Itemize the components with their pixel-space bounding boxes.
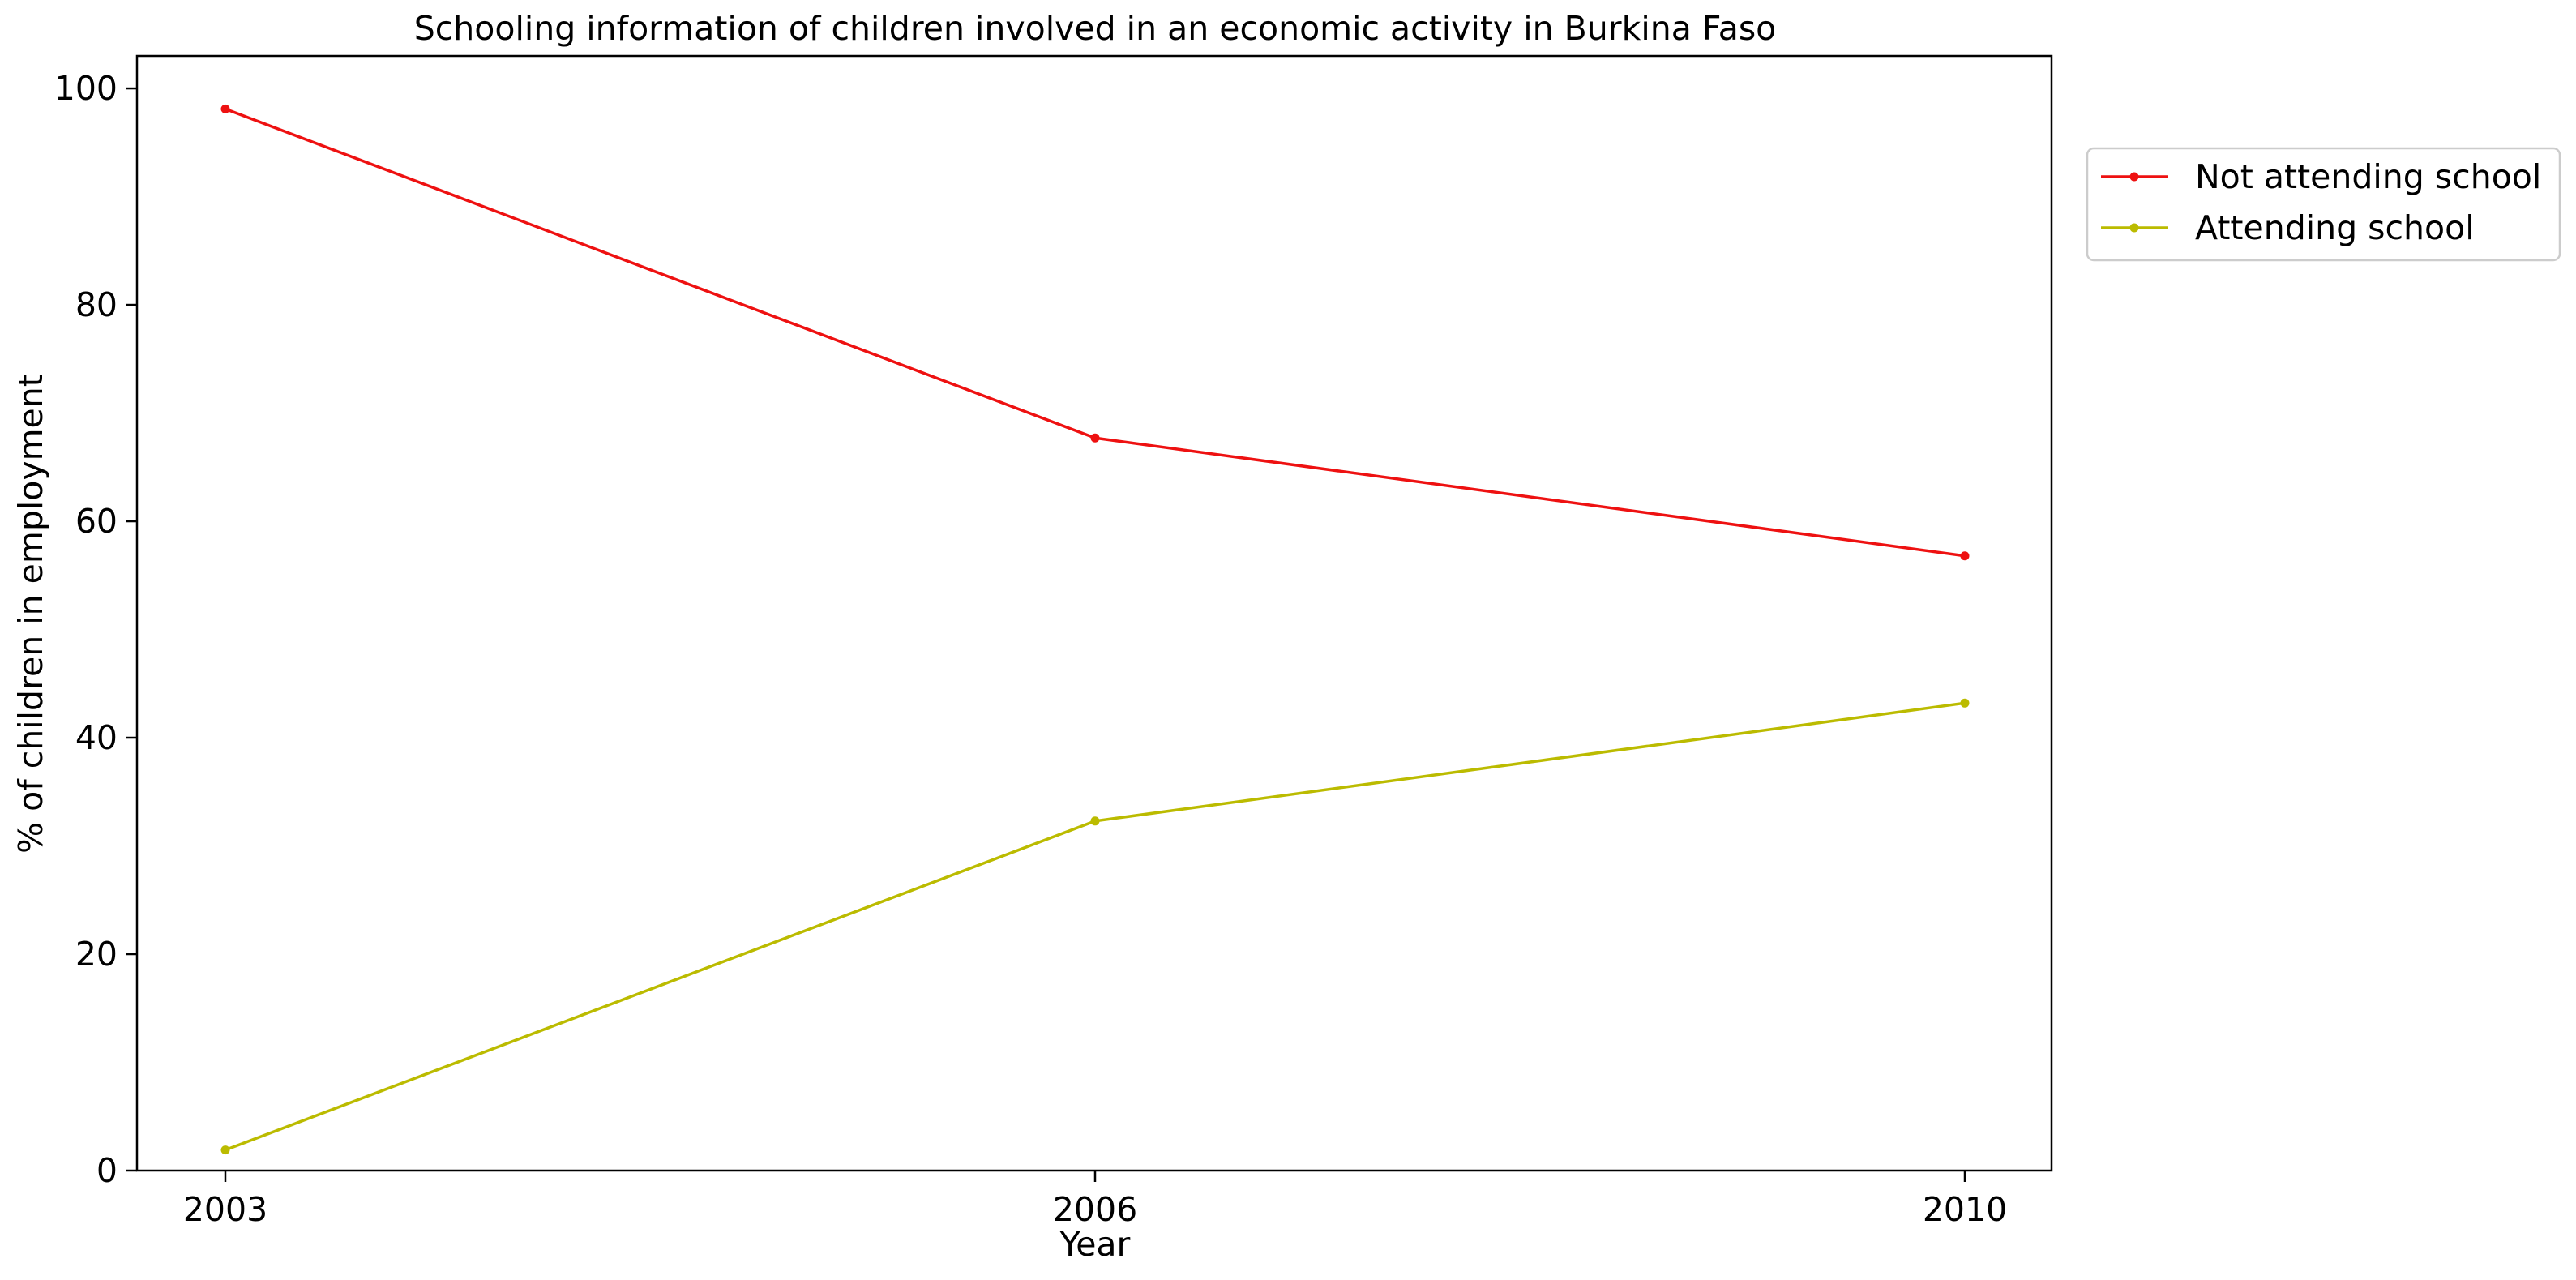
legend-marker-attending-school (2129, 223, 2139, 233)
legend-label-not-attending-school: Not attending school (2195, 157, 2541, 196)
data-point-attending-school (1090, 816, 1100, 826)
y-tick-label: 60 (75, 502, 118, 541)
data-point-attending-school (220, 1145, 230, 1155)
y-axis-ticks: 0 20 40 60 80 100 (54, 69, 137, 1190)
series-layer (220, 104, 1970, 1155)
x-tick-label: 2010 (1923, 1190, 2007, 1229)
legend-box (2086, 147, 2561, 262)
series-line-attending-school (225, 701, 1966, 1152)
y-tick-label: 100 (54, 69, 118, 108)
y-tick-label: 80 (75, 285, 118, 324)
x-tick-label: 2006 (1053, 1190, 1137, 1229)
legend-label-attending-school: Attending school (2195, 208, 2475, 247)
chart-title: Schooling information of children involv… (414, 9, 1777, 48)
data-point-not-attending-school (220, 104, 230, 113)
x-tick-label: 2003 (183, 1190, 267, 1229)
data-point-not-attending-school (1960, 551, 1970, 561)
x-axis-label: Year (1059, 1225, 1131, 1264)
plot-area-frame (135, 54, 2053, 1172)
y-tick-label: 0 (96, 1151, 118, 1190)
series-line-not-attending-school (225, 107, 1966, 558)
data-point-not-attending-school (1090, 433, 1100, 443)
x-axis-ticks: 2003 2006 2010 (183, 1171, 2007, 1229)
y-tick-label: 20 (75, 935, 118, 974)
legend: Not attending school Attending school (2086, 147, 2561, 262)
y-axis-label: % of children in employment (11, 374, 50, 854)
data-point-attending-school (1960, 698, 1970, 708)
y-tick-label: 40 (75, 718, 118, 757)
legend-marker-not-attending-school (2129, 172, 2139, 182)
